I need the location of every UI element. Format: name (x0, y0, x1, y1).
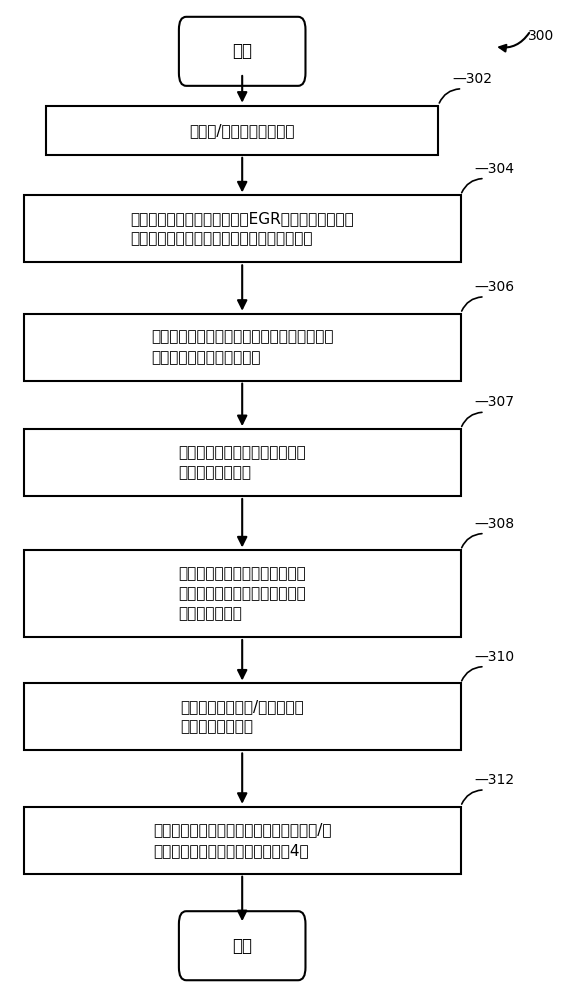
FancyBboxPatch shape (24, 314, 460, 381)
Text: 300: 300 (528, 29, 554, 43)
FancyBboxPatch shape (179, 911, 305, 980)
FancyBboxPatch shape (24, 683, 460, 750)
Text: —310: —310 (475, 650, 515, 664)
FancyBboxPatch shape (24, 807, 460, 874)
Text: 基于水释放量、水存储量、水释放速率和/或
水存储速率调节发动机致动器（图4）: 基于水释放量、水存储量、水释放速率和/或 水存储速率调节发动机致动器（图4） (153, 823, 331, 858)
FancyBboxPatch shape (179, 17, 305, 86)
FancyBboxPatch shape (24, 195, 460, 262)
FancyBboxPatch shape (46, 106, 438, 155)
Text: 在调制期间确定在入口氧传感器和出口氧传感
器的每一个的泵电流的变化: 在调制期间确定在入口氧传感器和出口氧传感 器的每一个的泵电流的变化 (151, 329, 333, 365)
FancyBboxPatch shape (24, 550, 460, 637)
Text: —304: —304 (475, 162, 515, 176)
Text: —312: —312 (475, 773, 515, 787)
Text: 基于在出口氧传感器的泵电流的
变化估算水释放量: 基于在出口氧传感器的泵电流的 变化估算水释放量 (179, 445, 306, 480)
Text: 结束: 结束 (232, 937, 252, 955)
Text: —307: —307 (475, 395, 515, 409)
Text: —302: —302 (452, 72, 492, 86)
FancyBboxPatch shape (24, 429, 460, 496)
Text: 以基于空气中的稀释剂（例如EGR）的量的脉冲宽度
调制入口氧传感器和出口氧传感器的参考电压: 以基于空气中的稀释剂（例如EGR）的量的脉冲宽度 调制入口氧传感器和出口氧传感器… (130, 211, 354, 247)
Text: —306: —306 (475, 280, 515, 294)
Text: 比较所述入口氧传感器和出口氧
传感器的测量值以确定水释放速
率或水存储速率: 比较所述入口氧传感器和出口氧 传感器的测量值以确定水释放速 率或水存储速率 (179, 566, 306, 622)
Text: —308: —308 (475, 517, 515, 531)
Text: 开始: 开始 (232, 42, 252, 60)
Text: 结合水释放速率和/或水存储速
率以确定水存储量: 结合水释放速率和/或水存储速 率以确定水存储量 (180, 699, 304, 735)
Text: 估算和/或测量发动机工况: 估算和/或测量发动机工况 (189, 123, 295, 138)
